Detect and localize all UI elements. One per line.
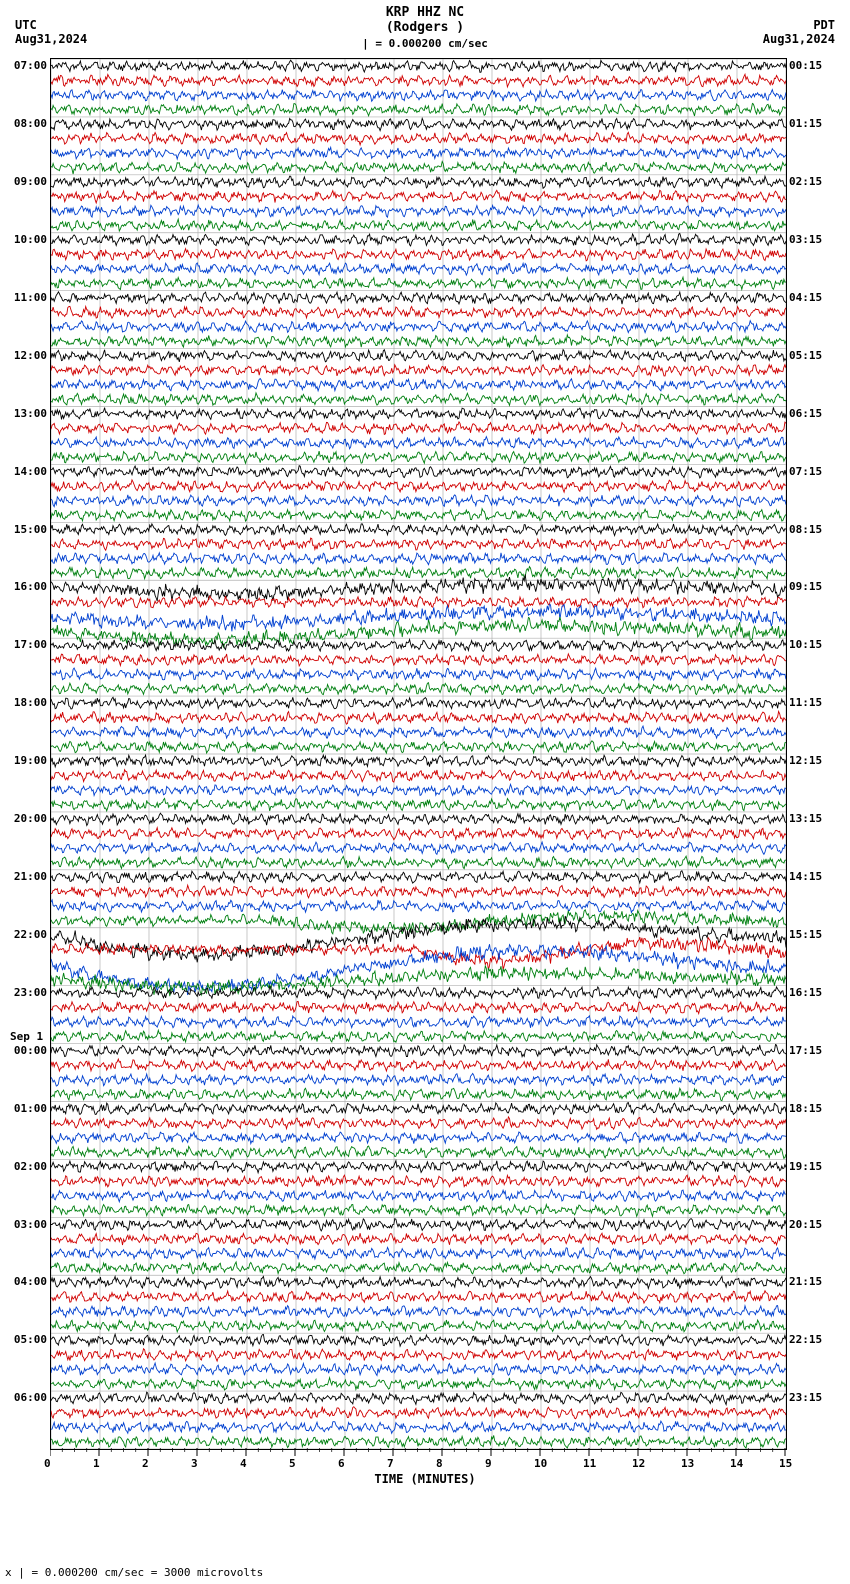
day-change-label: Sep 1: [10, 1030, 43, 1043]
utc-hour-label: 10:00: [2, 233, 47, 246]
utc-hour-label: 12:00: [2, 349, 47, 362]
right-timezone: PDT: [813, 18, 835, 32]
x-tick-label: 3: [191, 1457, 198, 1470]
utc-hour-label: 05:00: [2, 1333, 47, 1346]
utc-hour-label: 20:00: [2, 812, 47, 825]
utc-hour-label: 13:00: [2, 407, 47, 420]
x-tick-label: 14: [730, 1457, 743, 1470]
utc-hour-label: 06:00: [2, 1391, 47, 1404]
x-tick-label: 1: [93, 1457, 100, 1470]
x-tick-label: 5: [289, 1457, 296, 1470]
x-tick-label: 6: [338, 1457, 345, 1470]
pdt-hour-label: 23:15: [789, 1391, 822, 1404]
pdt-hour-label: 05:15: [789, 349, 822, 362]
utc-hour-label: 04:00: [2, 1275, 47, 1288]
footer-prefix: x: [5, 1566, 12, 1579]
pdt-hour-label: 14:15: [789, 870, 822, 883]
left-date: Aug31,2024: [15, 32, 87, 46]
pdt-hour-label: 02:15: [789, 175, 822, 188]
utc-hour-label: 18:00: [2, 696, 47, 709]
pdt-hour-label: 03:15: [789, 233, 822, 246]
x-tick-label: 7: [387, 1457, 394, 1470]
pdt-hour-label: 18:15: [789, 1102, 822, 1115]
pdt-hour-label: 12:15: [789, 754, 822, 767]
footer-scale: x | = 0.000200 cm/sec = 3000 microvolts: [5, 1566, 263, 1579]
x-tick-label: 13: [681, 1457, 694, 1470]
utc-hour-label: 11:00: [2, 291, 47, 304]
pdt-hour-label: 06:15: [789, 407, 822, 420]
utc-hour-label: 00:00: [2, 1044, 47, 1057]
pdt-hour-label: 16:15: [789, 986, 822, 999]
utc-hour-label: 02:00: [2, 1160, 47, 1173]
pdt-hour-label: 00:15: [789, 59, 822, 72]
station-id: KRP HHZ NC: [0, 5, 850, 20]
utc-hour-label: 21:00: [2, 870, 47, 883]
x-tick-label: 12: [632, 1457, 645, 1470]
x-tick-label: 9: [485, 1457, 492, 1470]
header: KRP HHZ NC (Rodgers ) | = 0.000200 cm/se…: [0, 5, 850, 50]
x-axis-title: TIME (MINUTES): [0, 1472, 850, 1486]
pdt-hour-label: 08:15: [789, 523, 822, 536]
pdt-hour-label: 04:15: [789, 291, 822, 304]
station-location: (Rodgers ): [0, 20, 850, 35]
x-tick-label: 2: [142, 1457, 149, 1470]
utc-hour-label: 16:00: [2, 580, 47, 593]
x-tick-label: 8: [436, 1457, 443, 1470]
seismogram-svg: [51, 59, 786, 1449]
right-date: Aug31,2024: [763, 32, 835, 46]
x-axis-ticks: [50, 1448, 787, 1466]
pdt-hour-label: 19:15: [789, 1160, 822, 1173]
pdt-hour-label: 20:15: [789, 1218, 822, 1231]
pdt-hour-label: 22:15: [789, 1333, 822, 1346]
x-tick-label: 10: [534, 1457, 547, 1470]
utc-hour-label: 14:00: [2, 465, 47, 478]
left-timezone: UTC: [15, 18, 37, 32]
footer-text: | = 0.000200 cm/sec = 3000 microvolts: [18, 1566, 263, 1579]
pdt-hour-label: 01:15: [789, 117, 822, 130]
utc-hour-label: 17:00: [2, 638, 47, 651]
pdt-hour-label: 09:15: [789, 580, 822, 593]
utc-hour-label: 23:00: [2, 986, 47, 999]
pdt-hour-label: 17:15: [789, 1044, 822, 1057]
scale-indicator: | = 0.000200 cm/sec: [0, 37, 850, 50]
utc-hour-label: 03:00: [2, 1218, 47, 1231]
helicorder-container: KRP HHZ NC (Rodgers ) | = 0.000200 cm/se…: [0, 0, 850, 1584]
x-tick-label: 0: [44, 1457, 51, 1470]
pdt-hour-label: 13:15: [789, 812, 822, 825]
pdt-hour-label: 21:15: [789, 1275, 822, 1288]
utc-hour-label: 15:00: [2, 523, 47, 536]
x-tick-label: 15: [779, 1457, 792, 1470]
utc-hour-label: 08:00: [2, 117, 47, 130]
utc-hour-label: 22:00: [2, 928, 47, 941]
utc-hour-label: 07:00: [2, 59, 47, 72]
x-tick-label: 11: [583, 1457, 596, 1470]
utc-hour-label: 01:00: [2, 1102, 47, 1115]
pdt-hour-label: 07:15: [789, 465, 822, 478]
helicorder-plot: [50, 58, 787, 1450]
x-tick-label: 4: [240, 1457, 247, 1470]
utc-hour-label: 19:00: [2, 754, 47, 767]
pdt-hour-label: 11:15: [789, 696, 822, 709]
pdt-hour-label: 15:15: [789, 928, 822, 941]
utc-hour-label: 09:00: [2, 175, 47, 188]
pdt-hour-label: 10:15: [789, 638, 822, 651]
